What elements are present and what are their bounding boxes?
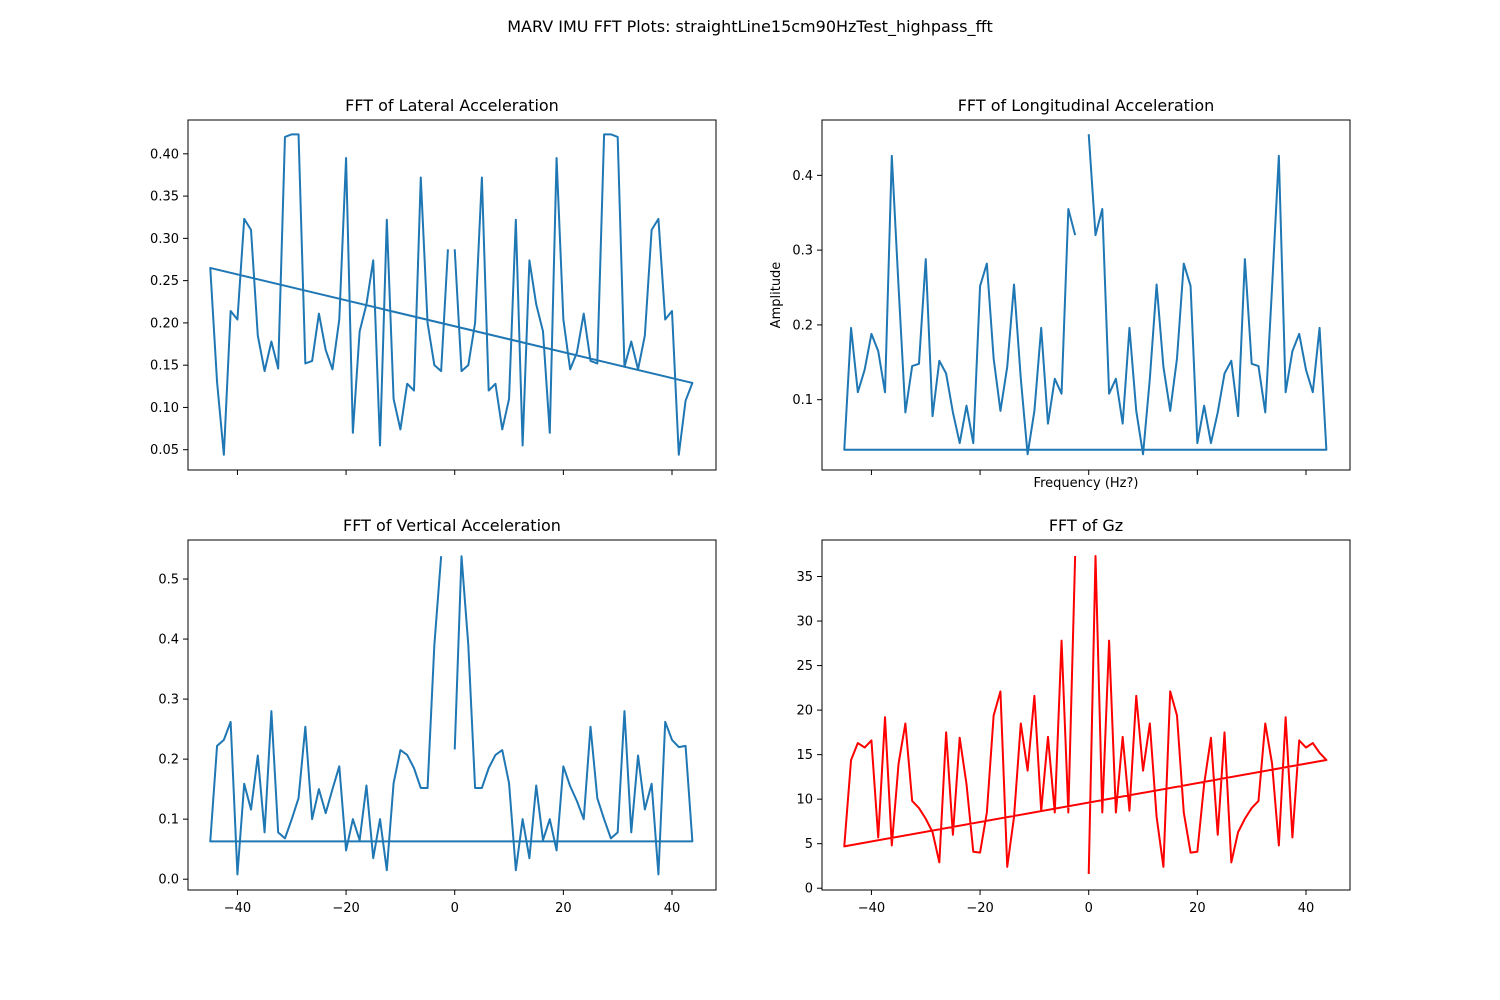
- chart-gz-title: FFT of Gz: [1049, 516, 1123, 535]
- chart-vertical-xtick-label: 20: [555, 901, 572, 916]
- chart-vertical-ytick-label: 0.4: [158, 633, 179, 648]
- chart-vertical-xtick-label: −20: [332, 901, 359, 916]
- chart-vertical-title: FFT of Vertical Acceleration: [343, 516, 561, 535]
- chart-longitudinal-xlabel: Frequency (Hz?): [1034, 476, 1139, 491]
- chart-lateral-axes-frame: [188, 120, 716, 470]
- chart-gz-ytick-label: 15: [796, 748, 813, 763]
- chart-gz-xtick-label: −20: [966, 901, 993, 916]
- chart-longitudinal-series-line: [844, 134, 1326, 454]
- chart-lateral-ytick-label: 0.35: [150, 190, 179, 205]
- chart-vertical-xtick-label: −40: [224, 901, 251, 916]
- chart-longitudinal-ytick-label: 0.3: [792, 244, 813, 259]
- chart-gz-xtick-label: 0: [1085, 901, 1093, 916]
- chart-gz-ytick-label: 30: [796, 615, 813, 630]
- chart-vertical-ytick-label: 0.3: [158, 693, 179, 708]
- chart-lateral-ytick-label: 0.30: [150, 232, 179, 247]
- chart-gz-ytick-label: 20: [796, 704, 813, 719]
- chart-longitudinal-ytick-label: 0.1: [792, 393, 813, 408]
- chart-lateral: FFT of Lateral Acceleration 0.05 0.10 0.15 0…: [150, 96, 716, 475]
- chart-lateral-title: FFT of Lateral Acceleration: [345, 96, 559, 115]
- chart-lateral-ytick-label: 0.10: [150, 401, 179, 416]
- chart-vertical-ytick-label: 0.0: [158, 873, 179, 888]
- chart-gz-xtick-label: 20: [1189, 901, 1206, 916]
- chart-vertical-ytick-label: 0.1: [158, 813, 179, 828]
- chart-lateral-ytick-label: 0.15: [150, 359, 179, 374]
- chart-gz: FFT of Gz −40 −20 0 20 40 0 5 10 15 20 25 30 35: [796, 516, 1350, 916]
- chart-longitudinal: FFT of Longitudinal Acceleration 0.1 0.2 0.…: [769, 96, 1350, 491]
- chart-lateral-ytick-label: 0.25: [150, 274, 179, 289]
- chart-lateral-ytick-label: 0.20: [150, 316, 179, 331]
- chart-longitudinal-ytick-label: 0.2: [792, 318, 813, 333]
- chart-gz-ytick-label: 35: [796, 570, 813, 585]
- chart-vertical-xtick-label: 40: [664, 901, 681, 916]
- chart-vertical-series-line: [210, 556, 692, 874]
- chart-longitudinal-ylabel: Amplitude: [769, 262, 784, 329]
- chart-gz-ytick-label: 25: [796, 659, 813, 674]
- chart-gz-axes-frame: [822, 540, 1350, 890]
- chart-gz-ytick-label: 10: [796, 793, 813, 808]
- chart-lateral-series-line: [210, 134, 692, 454]
- chart-vertical-axes-frame: [188, 540, 716, 890]
- chart-gz-ytick-label: 5: [805, 837, 813, 852]
- chart-lateral-ytick-label: 0.40: [150, 147, 179, 162]
- chart-vertical-ytick-label: 0.5: [158, 573, 179, 588]
- chart-gz-xtick-label: 40: [1298, 901, 1315, 916]
- chart-vertical-ytick-label: 0.2: [158, 753, 179, 768]
- chart-gz-ytick-label: 0: [805, 882, 813, 897]
- chart-gz-xtick-label: −40: [858, 901, 885, 916]
- chart-longitudinal-title: FFT of Longitudinal Acceleration: [958, 96, 1215, 115]
- chart-lateral-ytick-label: 0.05: [150, 443, 179, 458]
- chart-gz-series-line: [844, 556, 1326, 874]
- chart-vertical-xtick-label: 0: [451, 901, 459, 916]
- chart-longitudinal-ytick-label: 0.4: [792, 169, 813, 184]
- chart-vertical: FFT of Vertical Acceleration −40 −20 0 20 40 0…: [158, 516, 716, 916]
